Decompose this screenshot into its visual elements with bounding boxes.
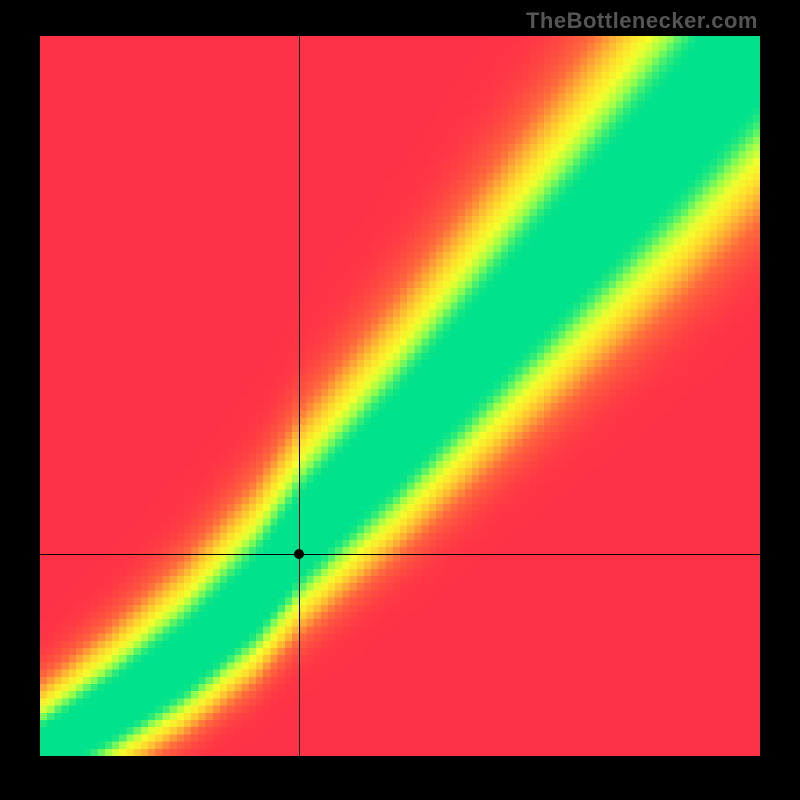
watermark: TheBottlenecker.com <box>526 8 758 34</box>
crosshair-horizontal <box>40 554 760 555</box>
crosshair-marker <box>294 549 304 559</box>
heatmap-canvas <box>40 36 760 756</box>
plot-area <box>40 36 760 756</box>
crosshair-vertical <box>299 36 300 756</box>
